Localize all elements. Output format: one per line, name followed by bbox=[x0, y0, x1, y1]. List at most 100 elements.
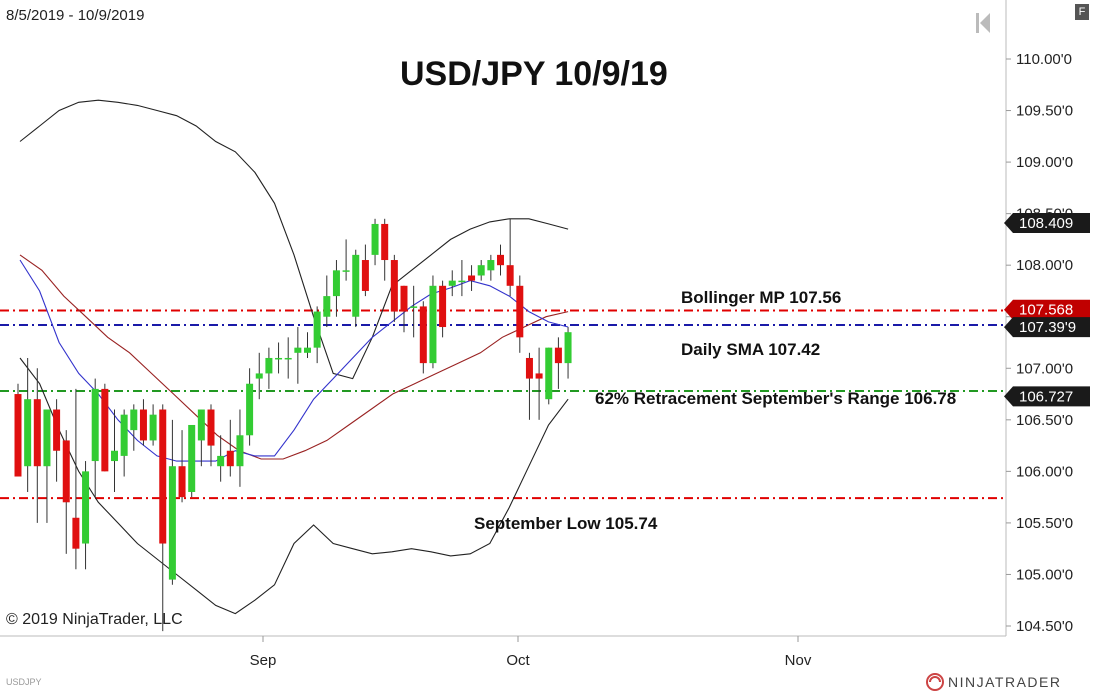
candle-2019-08-15 bbox=[91, 378, 99, 498]
price-marker-tag bbox=[1004, 386, 1090, 407]
indicator-lines bbox=[19, 99, 569, 615]
candle-2019-09-25 bbox=[371, 218, 379, 266]
candle-2019-08-06 bbox=[24, 357, 32, 492]
candle-body bbox=[101, 388, 109, 472]
candle-2019-09-10 bbox=[265, 347, 273, 389]
price-marker-tag bbox=[1004, 213, 1090, 234]
candle-body bbox=[33, 399, 41, 467]
candle-body bbox=[564, 332, 572, 364]
y-tick-label: 105.00'0 bbox=[1016, 566, 1073, 583]
candle-2019-08-20 bbox=[120, 409, 128, 477]
y-tick-label: 106.00'0 bbox=[1016, 463, 1073, 480]
y-tick-label: 109.00'0 bbox=[1016, 154, 1073, 171]
candle-2019-09-20 bbox=[342, 239, 350, 281]
candle-2019-09-18 bbox=[323, 275, 331, 328]
candle-2019-10-01 bbox=[410, 285, 418, 338]
candlesticks bbox=[14, 218, 572, 632]
candle-body bbox=[14, 394, 22, 477]
chart-title: USD/JPY 10/9/19 bbox=[400, 55, 668, 93]
candle-2019-09-16 bbox=[304, 332, 311, 358]
horizontal-levels bbox=[0, 309, 1006, 500]
candle-body bbox=[82, 471, 90, 544]
y-tick-label: 104.50'0 bbox=[1016, 618, 1073, 635]
candle-body bbox=[53, 409, 61, 451]
price-marker-2: 107.39'9 bbox=[1004, 317, 1090, 338]
candle-body bbox=[236, 435, 244, 467]
candle-body bbox=[72, 517, 80, 549]
y-tick-label: 110.00'0 bbox=[1016, 51, 1072, 68]
candle-body bbox=[468, 275, 476, 281]
f-button[interactable]: F bbox=[1075, 4, 1089, 20]
candle-body bbox=[332, 270, 340, 297]
candle-2019-10-14 bbox=[497, 244, 504, 276]
candle-body bbox=[381, 223, 389, 261]
copyright-notice: © 2019 NinjaTrader, LLC bbox=[6, 611, 183, 628]
candle-2019-10-16 bbox=[516, 275, 524, 353]
candle-2019-08-19 bbox=[111, 409, 118, 492]
plot-frame bbox=[0, 0, 1007, 637]
candle-2019-08-26 bbox=[159, 404, 167, 632]
moving-average-red bbox=[19, 254, 569, 460]
candle-2019-09-19 bbox=[332, 260, 340, 317]
price-marker-1: 107.568 bbox=[1004, 299, 1090, 320]
candle-2019-10-23 bbox=[564, 327, 572, 379]
date-range-label: 8/5/2019 - 10/9/2019 bbox=[6, 7, 145, 24]
candle-body bbox=[159, 409, 167, 544]
candle-2019-09-30 bbox=[400, 285, 408, 333]
candle-2019-08-29 bbox=[188, 424, 196, 498]
candle-body bbox=[139, 409, 147, 441]
candle-2019-09-27 bbox=[390, 254, 398, 322]
candle-2019-08-14 bbox=[82, 461, 90, 570]
candle-2019-09-06 bbox=[246, 368, 254, 446]
instrument-symbol: USDJPY bbox=[6, 677, 42, 687]
price-marker-0: 108.409 bbox=[1004, 213, 1090, 234]
candle-body bbox=[371, 223, 379, 255]
candle-2019-09-11 bbox=[275, 342, 283, 374]
candle-2019-09-03 bbox=[217, 435, 225, 482]
candle-body bbox=[477, 265, 485, 276]
price-marker-label: 106.727 bbox=[1019, 388, 1073, 405]
candle-2019-10-21 bbox=[545, 347, 553, 405]
candle-2019-09-09 bbox=[255, 352, 263, 400]
candle-body bbox=[506, 265, 514, 286]
y-tick-label: 106.50'0 bbox=[1016, 412, 1073, 429]
candle-body bbox=[535, 373, 543, 379]
moving-average-blue bbox=[19, 259, 569, 462]
candle-body bbox=[24, 399, 32, 467]
ninjatrader-logo: NINJATRADER bbox=[926, 673, 1061, 691]
candle-body bbox=[294, 347, 302, 353]
candle-body bbox=[62, 440, 70, 503]
candle-body bbox=[554, 347, 562, 364]
candle-body bbox=[226, 450, 234, 467]
candle-body bbox=[516, 285, 524, 338]
candle-body bbox=[265, 357, 273, 374]
candle-2019-10-15 bbox=[506, 218, 514, 297]
candle-2019-10-02 bbox=[419, 301, 427, 374]
candle-body bbox=[246, 383, 254, 436]
candle-body bbox=[255, 373, 263, 379]
candle-body bbox=[487, 260, 495, 271]
candle-2019-08-07 bbox=[33, 368, 41, 523]
candle-2019-08-08 bbox=[43, 409, 51, 523]
candle-2019-10-08 bbox=[458, 260, 466, 297]
candle-body bbox=[323, 296, 331, 317]
candle-2019-08-09 bbox=[53, 399, 61, 482]
bollinger-lower-band bbox=[19, 357, 569, 615]
candle-2019-08-22 bbox=[139, 399, 147, 446]
candle-body bbox=[545, 347, 553, 400]
price-marker-label: 108.409 bbox=[1019, 215, 1073, 232]
annotation-september-low: September Low 105.74 bbox=[474, 514, 658, 533]
candle-2019-08-16 bbox=[101, 383, 109, 472]
candle-2019-10-04 bbox=[439, 280, 447, 338]
candle-body bbox=[168, 466, 176, 580]
candle-body bbox=[207, 409, 215, 446]
candle-2019-08-21 bbox=[130, 404, 138, 451]
candle-2019-10-10 bbox=[477, 260, 485, 281]
candle-body bbox=[217, 455, 225, 467]
candle-2019-08-27 bbox=[168, 419, 176, 585]
candle-2019-09-13 bbox=[294, 327, 302, 384]
candle-2019-10-11 bbox=[487, 254, 495, 281]
scroll-to-start-icon[interactable] bbox=[975, 12, 991, 34]
logo-text: NINJATRADER bbox=[948, 674, 1062, 690]
